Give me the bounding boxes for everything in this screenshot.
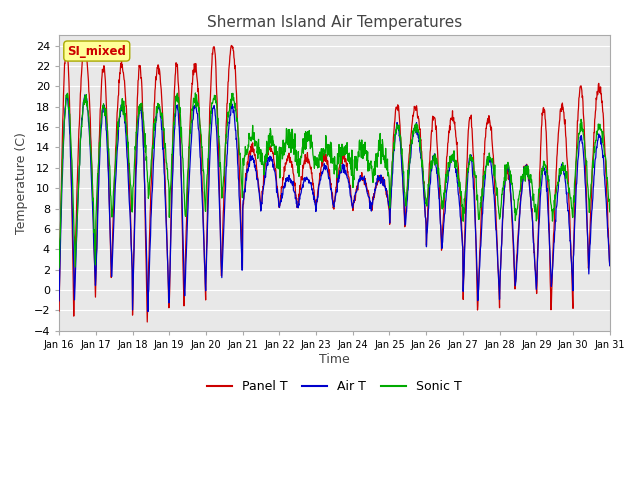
Legend: Panel T, Air T, Sonic T: Panel T, Air T, Sonic T — [202, 375, 467, 398]
X-axis label: Time: Time — [319, 353, 350, 366]
Text: SI_mixed: SI_mixed — [67, 45, 126, 58]
Y-axis label: Temperature (C): Temperature (C) — [15, 132, 28, 234]
Title: Sherman Island Air Temperatures: Sherman Island Air Temperatures — [207, 15, 462, 30]
